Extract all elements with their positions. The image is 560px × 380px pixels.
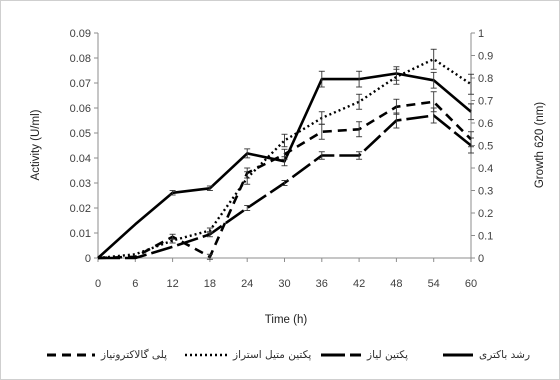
y-left-tick-label: 0.01 xyxy=(70,228,91,240)
legend-label: پلی گالاکترونیاز xyxy=(101,349,168,361)
x-tick-label: 36 xyxy=(316,278,328,290)
legend-label: پکتین متیل استراز xyxy=(233,349,312,361)
series-solid xyxy=(97,66,474,259)
y-right-tick-label: 0 xyxy=(478,253,484,265)
y-right-tick-label: 0.2 xyxy=(478,208,493,220)
legend-swatch-dotted xyxy=(185,353,227,357)
legend-item-polygalacturonase: پلی گالاکترونیاز xyxy=(45,344,167,366)
x-tick-label: 18 xyxy=(204,278,216,290)
y-left-tick-label: 0.06 xyxy=(70,103,91,115)
legend: پلی گالاکترونیاز پکتین متیل استراز پکتین… xyxy=(1,344,560,366)
y-right-tick-label: 0.6 xyxy=(478,118,493,130)
line-chart: 0 0.01 0.02 0.03 0.04 0.05 0.06 0.07 0.08 0.09 0 0.… xyxy=(30,28,546,326)
y-right-tick-label: 0.7 xyxy=(478,96,493,108)
x-tick-label: 60 xyxy=(465,278,477,290)
y-left-tick-label: 0.07 xyxy=(70,78,91,90)
y-right-tick-label: 0.9 xyxy=(478,51,493,63)
y-left-tick-label: 0.02 xyxy=(70,203,91,215)
x-tick-label: 24 xyxy=(241,278,253,290)
y-axis-title-left: Activity (U/ml) xyxy=(30,109,42,180)
legend-swatch-longdash xyxy=(321,353,361,357)
y-left-tick-label: 0.08 xyxy=(70,53,91,65)
series-dashed xyxy=(97,91,474,260)
series-longdash xyxy=(98,107,474,260)
legend-item-bacterial-growth: رشد باکتری xyxy=(441,344,530,366)
x-tick-label: 42 xyxy=(353,278,365,290)
legend-swatch-solid xyxy=(443,353,473,357)
y-right-tick-label: 0.5 xyxy=(478,141,493,153)
x-axis-title: Time (h) xyxy=(265,314,308,326)
x-tick-label: 48 xyxy=(390,278,402,290)
x-tick-label: 12 xyxy=(166,278,178,290)
legend-label: رشد باکتری xyxy=(479,349,531,361)
tick-labels: 0 0.01 0.02 0.03 0.04 0.05 0.06 0.07 0.08 0.09 0 0.… xyxy=(70,28,494,290)
x-tick-label: 6 xyxy=(132,278,138,290)
y-axis-title-right: Growth 620 (nm) xyxy=(534,102,546,188)
y-left-tick-label: 0 xyxy=(85,253,91,265)
y-right-tick-label: 0.4 xyxy=(478,163,493,175)
y-right-tick-label: 1 xyxy=(478,28,484,40)
axes xyxy=(94,32,475,262)
x-tick-label: 0 xyxy=(95,278,101,290)
y-right-tick-label: 0.8 xyxy=(478,73,493,85)
y-right-tick-label: 0.3 xyxy=(478,186,493,198)
series-line xyxy=(97,100,472,260)
y-left-tick-label: 0.09 xyxy=(70,28,91,40)
y-left-tick-label: 0.03 xyxy=(70,178,91,190)
series-line xyxy=(97,58,472,260)
series-lines xyxy=(97,48,474,260)
legend-swatch-dashed xyxy=(47,353,95,357)
x-tick-label: 54 xyxy=(428,278,440,290)
y-right-tick-label: 0.1 xyxy=(478,231,493,243)
legend-label: پکتین لیاز xyxy=(367,349,409,361)
y-left-tick-label: 0.04 xyxy=(70,153,91,165)
y-left-tick-label: 0.05 xyxy=(70,128,91,140)
x-tick-label: 30 xyxy=(278,278,290,290)
legend-item-pectin-lyase: پکتین لیاز xyxy=(319,344,408,366)
legend-item-pectin-methylesterase: پکتین متیل استراز xyxy=(183,344,311,366)
